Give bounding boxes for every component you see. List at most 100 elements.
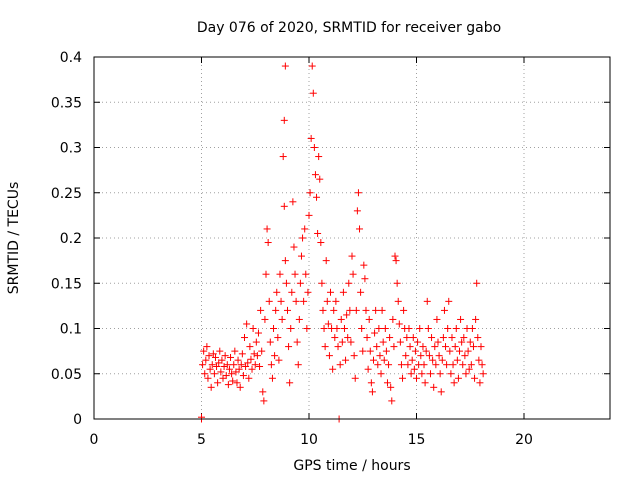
data-point	[433, 315, 441, 323]
data-point	[268, 374, 276, 382]
data-point	[306, 189, 314, 197]
data-point	[410, 365, 418, 373]
data-point	[466, 338, 474, 346]
data-point	[320, 325, 328, 332]
data-point	[374, 361, 382, 369]
y-tick-label: 0.25	[51, 186, 82, 202]
data-point	[228, 370, 236, 378]
data-point	[347, 338, 355, 346]
data-point	[376, 352, 384, 360]
data-point	[467, 361, 475, 369]
data-point	[479, 370, 487, 378]
data-point	[358, 325, 366, 332]
data-point	[277, 297, 285, 305]
data-point	[360, 261, 368, 269]
data-point	[241, 334, 248, 342]
data-point	[396, 338, 404, 346]
data-point	[281, 257, 289, 265]
data-point	[266, 338, 274, 346]
data-point	[279, 153, 287, 161]
data-point	[275, 356, 283, 364]
data-point	[338, 338, 346, 346]
data-point	[291, 270, 299, 278]
data-point	[321, 343, 329, 351]
data-point	[437, 388, 445, 396]
data-point	[308, 62, 316, 70]
data-point	[370, 356, 377, 364]
data-point	[424, 325, 432, 332]
y-tick-label: 0.4	[60, 50, 82, 66]
data-point	[267, 361, 275, 369]
data-point	[477, 343, 485, 351]
data-point	[397, 361, 405, 369]
data-point	[440, 306, 448, 314]
data-point	[362, 306, 370, 314]
data-point	[289, 198, 297, 206]
data-point	[445, 297, 453, 305]
data-point	[222, 372, 230, 380]
data-point	[377, 370, 385, 378]
data-point	[262, 270, 270, 278]
data-point	[218, 356, 226, 364]
data-point	[280, 116, 288, 124]
data-point	[286, 379, 294, 387]
data-point	[442, 343, 450, 351]
data-point	[449, 361, 457, 369]
data-point	[462, 370, 470, 378]
data-point	[357, 288, 365, 296]
data-point	[469, 343, 477, 351]
data-point	[246, 343, 254, 351]
data-point	[448, 334, 456, 342]
data-point	[305, 211, 313, 219]
data-point	[253, 352, 261, 360]
data-point	[426, 370, 434, 378]
data-point	[337, 315, 345, 323]
data-point	[447, 370, 455, 378]
data-point	[211, 353, 219, 361]
data-point	[459, 361, 467, 369]
data-point	[293, 338, 301, 346]
data-point	[301, 225, 309, 233]
data-point	[303, 325, 311, 332]
data-point	[288, 288, 296, 296]
data-point	[438, 356, 446, 364]
data-point	[209, 350, 217, 358]
data-point	[231, 347, 239, 355]
data-point	[299, 234, 307, 242]
data-point	[248, 365, 256, 373]
data-point	[206, 365, 214, 373]
data-point	[353, 207, 361, 215]
data-point	[198, 413, 205, 421]
data-point	[473, 279, 481, 287]
data-point	[302, 270, 310, 278]
data-point	[406, 343, 414, 351]
data-point	[371, 329, 379, 337]
x-axis-label: GPS time / hours	[293, 458, 410, 474]
data-point	[458, 338, 466, 346]
data-point	[434, 338, 442, 346]
data-point	[259, 388, 267, 396]
data-point	[265, 297, 273, 305]
data-point	[394, 297, 402, 305]
data-point	[386, 334, 394, 342]
data-point	[287, 325, 295, 332]
y-axis: 0 0.05 0.1 0.15 0.2 0.25 0.3 0.35 0.4	[51, 50, 610, 428]
data-point	[254, 329, 262, 337]
data-point	[318, 279, 326, 287]
data-point	[419, 343, 427, 351]
data-point	[348, 252, 356, 260]
y-tick-label: 0.05	[51, 367, 82, 383]
data-point	[420, 361, 428, 369]
data-point	[322, 257, 330, 265]
data-point	[203, 343, 211, 351]
data-point	[417, 352, 425, 360]
data-point	[319, 306, 327, 314]
data-point	[201, 370, 209, 378]
data-point	[363, 334, 371, 342]
data-point	[460, 334, 468, 342]
data-point	[380, 356, 388, 364]
data-point	[432, 361, 440, 369]
y-tick-label: 0.2	[60, 231, 82, 247]
data-point	[393, 279, 401, 287]
